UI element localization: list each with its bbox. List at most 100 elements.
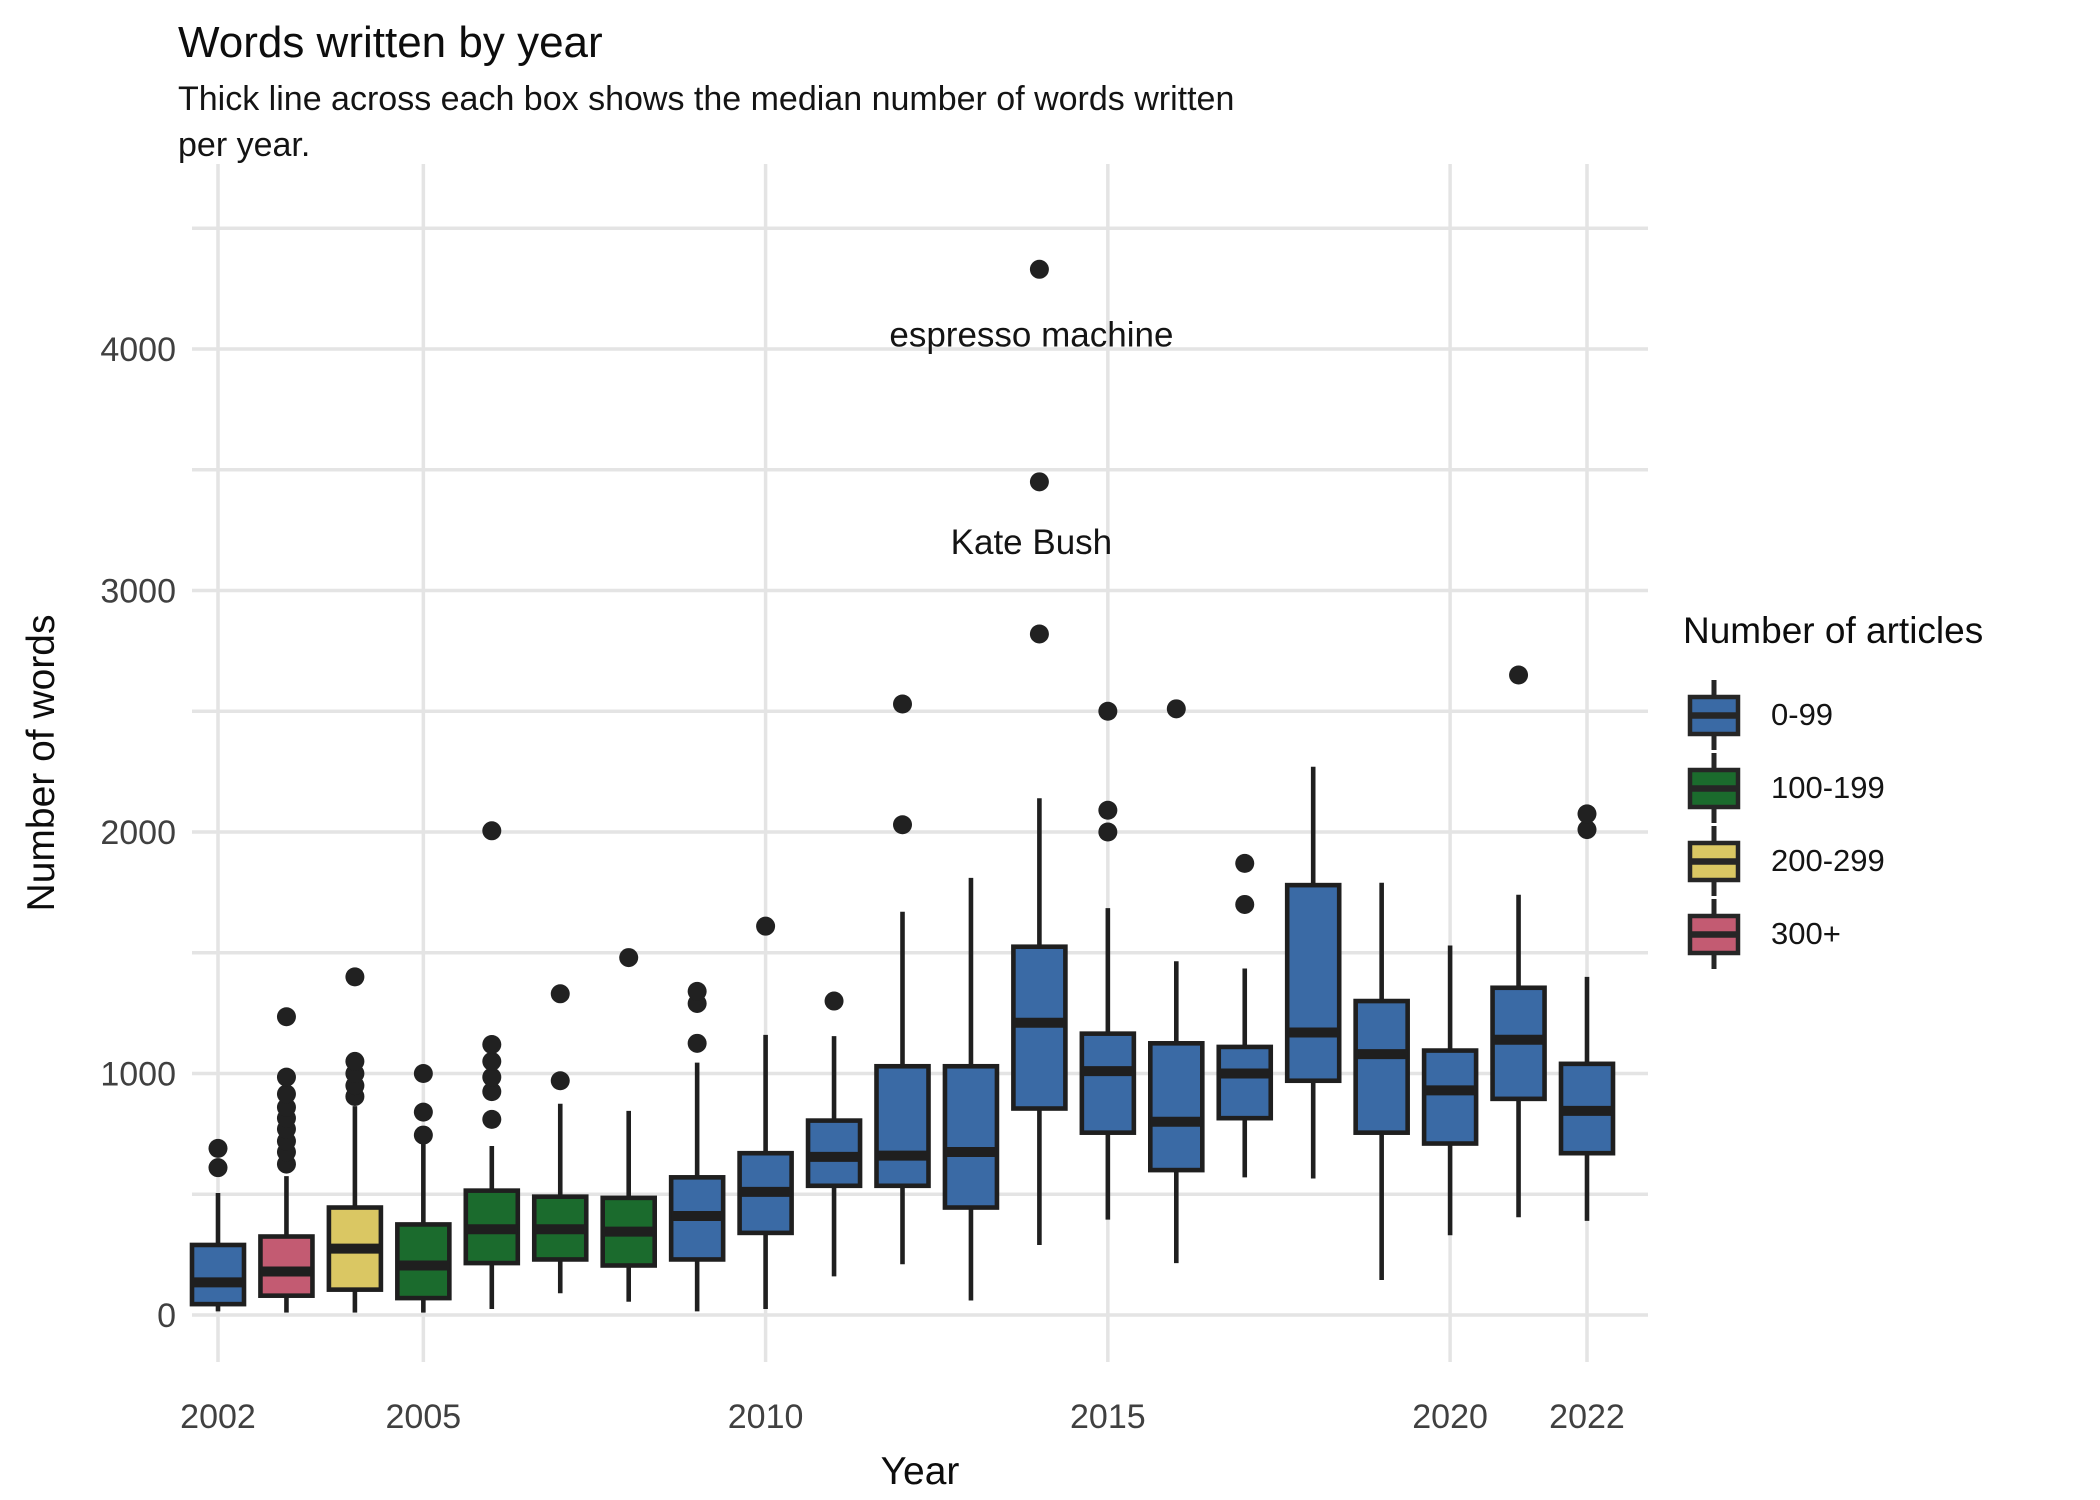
iqr-box bbox=[1148, 1041, 1205, 1173]
outlier-dot bbox=[345, 967, 365, 987]
outlier-dot bbox=[1098, 822, 1118, 842]
boxplot-2014 bbox=[1011, 259, 1068, 1245]
boxplot-2013 bbox=[942, 877, 1000, 1301]
outlier-dot bbox=[276, 1084, 296, 1104]
iqr-box bbox=[258, 1234, 315, 1298]
y-tick-label: 4000 bbox=[100, 331, 176, 369]
boxplot-2002 bbox=[189, 1138, 247, 1312]
boxplot-2007 bbox=[531, 984, 589, 1294]
outlier-dot bbox=[1166, 699, 1186, 719]
y-tick-label: 1000 bbox=[100, 1056, 176, 1094]
legend-item-label: 0-99 bbox=[1771, 696, 1834, 732]
x-tick-label: 2022 bbox=[1549, 1398, 1625, 1436]
outlier-dot bbox=[482, 1035, 502, 1055]
boxplot-2019 bbox=[1353, 882, 1410, 1280]
legend: Number of articles 0-99 100-199 200-299 300… bbox=[1683, 610, 1983, 970]
x-tick-label: 2002 bbox=[180, 1398, 256, 1436]
outlier-dot bbox=[1098, 701, 1118, 721]
x-tick-label: 2005 bbox=[386, 1398, 462, 1436]
outlier-dot bbox=[276, 1067, 296, 1087]
outlier-dot bbox=[550, 984, 570, 1004]
boxplot-2006 bbox=[463, 821, 521, 1309]
boxplot-2012 bbox=[874, 694, 931, 1265]
legend-key-boxplot-icon bbox=[1687, 825, 1741, 896]
outlier-dot bbox=[824, 991, 844, 1011]
outlier-dot bbox=[482, 821, 502, 841]
outlier-dot bbox=[1029, 259, 1049, 279]
x-tick-label: 2020 bbox=[1412, 1398, 1488, 1436]
y-tick-label: 3000 bbox=[100, 573, 176, 611]
legend-item-label: 200-299 bbox=[1771, 842, 1885, 878]
legend-item-label: 100-199 bbox=[1771, 769, 1885, 805]
chart-title: Words written by year bbox=[178, 18, 603, 67]
legend-item-200-299: 200-299 bbox=[1683, 824, 1983, 897]
outlier-dot bbox=[208, 1138, 228, 1158]
boxplot-2011 bbox=[805, 991, 863, 1277]
outlier-dot bbox=[276, 1007, 296, 1027]
boxplot-2010 bbox=[737, 916, 794, 1309]
chart-subtitle: Thick line across each box shows the med… bbox=[178, 80, 1235, 165]
outlier-dot bbox=[687, 1033, 707, 1053]
outlier-dot bbox=[1577, 820, 1597, 840]
boxplot-2003 bbox=[258, 1007, 315, 1313]
legend-key-boxplot-icon bbox=[1687, 898, 1741, 969]
boxplot-2021 bbox=[1490, 665, 1547, 1218]
y-tick-label: 2000 bbox=[100, 814, 176, 852]
boxplot-2020 bbox=[1421, 945, 1479, 1236]
outlier-dot bbox=[413, 1064, 433, 1083]
annotation-label: Kate Bush bbox=[951, 523, 1113, 562]
boxplot-2008 bbox=[600, 948, 658, 1302]
legend-item-label: 300+ bbox=[1771, 915, 1841, 951]
legend-key-boxplot-icon bbox=[1687, 752, 1741, 823]
outlier-dot bbox=[550, 1071, 570, 1091]
iqr-box bbox=[189, 1242, 247, 1307]
boxplot-2017 bbox=[1216, 853, 1274, 1178]
outlier-dot bbox=[893, 815, 912, 835]
iqr-box bbox=[942, 1063, 1000, 1210]
outlier-dot bbox=[1098, 800, 1118, 820]
outlier-dot bbox=[482, 1051, 502, 1071]
outlier-dot bbox=[1235, 853, 1255, 873]
boxplot-2016 bbox=[1148, 699, 1205, 1264]
legend-key-boxplot-icon bbox=[1687, 679, 1741, 750]
outlier-dot bbox=[1029, 624, 1049, 644]
boxplot-2022 bbox=[1558, 804, 1616, 1221]
iqr-box bbox=[1284, 882, 1342, 1084]
y-tick-label: 0 bbox=[157, 1297, 176, 1335]
outlier-dot bbox=[482, 1109, 502, 1129]
outlier-dot bbox=[208, 1158, 228, 1178]
outlier-dot bbox=[1509, 665, 1529, 685]
outlier-dot bbox=[619, 948, 639, 968]
iqr-box bbox=[1079, 1031, 1137, 1135]
outlier-dot bbox=[413, 1125, 433, 1145]
outlier-dot bbox=[1235, 894, 1255, 914]
boxplot-2009 bbox=[668, 981, 726, 1312]
legend-item-300+: 300+ bbox=[1683, 897, 1983, 970]
iqr-box bbox=[1421, 1048, 1479, 1146]
iqr-box bbox=[874, 1063, 931, 1189]
boxplot-2004 bbox=[326, 967, 384, 1313]
legend-items: 0-99 100-199 200-299 300+ bbox=[1683, 678, 1983, 970]
outlier-dot bbox=[482, 1082, 502, 1102]
annotation-label: espresso machine bbox=[889, 316, 1173, 355]
x-axis-title: Year bbox=[880, 1450, 960, 1493]
y-axis-title: Number of words bbox=[20, 614, 63, 912]
outlier-dot bbox=[687, 981, 707, 1001]
boxplot-2005 bbox=[395, 1064, 452, 1313]
outlier-dot bbox=[482, 1067, 502, 1087]
iqr-box bbox=[1353, 998, 1410, 1135]
x-tick-label: 2015 bbox=[1070, 1398, 1146, 1436]
outlier-dot bbox=[413, 1102, 433, 1122]
legend-title: Number of articles bbox=[1683, 610, 1984, 651]
outlier-dot bbox=[276, 1097, 296, 1117]
outlier-dot bbox=[1577, 804, 1597, 824]
x-tick-label: 2010 bbox=[728, 1398, 804, 1436]
legend-item-0-99: 0-99 bbox=[1683, 678, 1983, 751]
iqr-box bbox=[1216, 1044, 1274, 1121]
outlier-dot bbox=[756, 916, 776, 936]
outlier-dot bbox=[1029, 472, 1049, 492]
boxplot-2015 bbox=[1079, 701, 1137, 1220]
outlier-dot bbox=[893, 694, 912, 714]
